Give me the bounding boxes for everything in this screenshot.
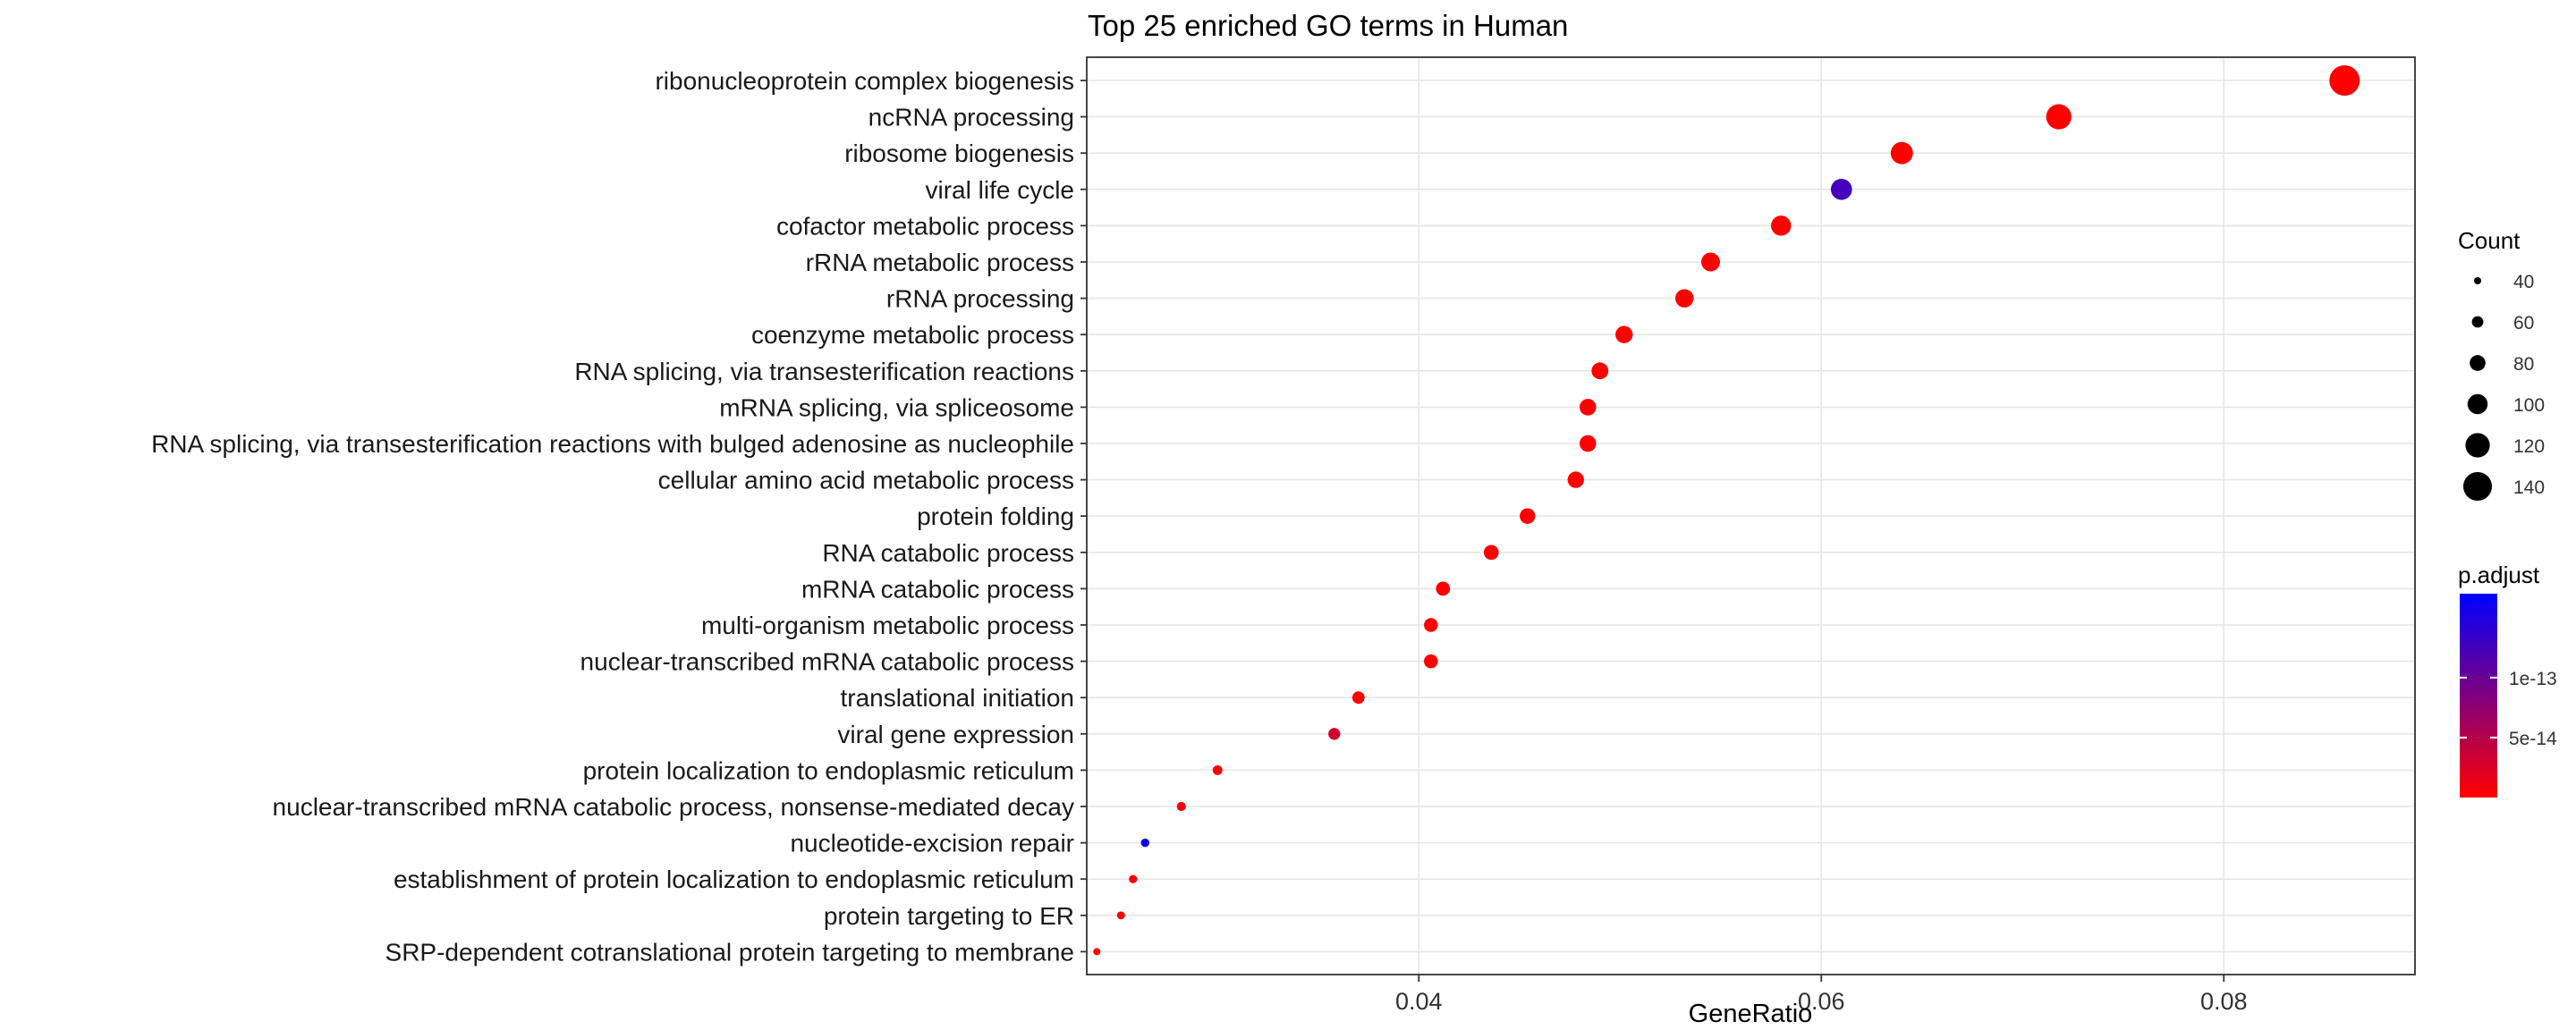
y-axis-labels: ribonucleoprotein complex biogenesis ncRN… [151, 67, 1087, 966]
x-tick-label: 0.06 [1798, 988, 1845, 1015]
dot-layer [1093, 65, 2360, 956]
data-point [1212, 764, 1223, 775]
x-axis-ticks: 0.04 0.06 0.08 [1395, 975, 2248, 1015]
y-tick-label: mRNA splicing, via spliceosome [719, 393, 1074, 421]
y-tick-label: mRNA catabolic process [801, 575, 1074, 603]
x-axis-title: GeneRatio [1689, 1000, 1813, 1028]
y-tick-label: cellular amino acid metabolic process [658, 467, 1074, 494]
y-tick-label: cofactor metabolic process [776, 212, 1074, 240]
y-tick-label: nuclear-transcribed mRNA catabolic proce… [580, 648, 1074, 676]
x-tick-label: 0.04 [1395, 988, 1443, 1015]
y-tick-label: nucleotide-excision repair [790, 830, 1074, 857]
y-tick-label: protein folding [917, 502, 1074, 530]
data-point [1352, 691, 1365, 705]
p-adjust-colorbar [2460, 594, 2497, 798]
count-legend-label: 60 [2513, 313, 2534, 333]
data-point [1176, 801, 1186, 812]
count-legend-key [2471, 316, 2484, 328]
data-point [1615, 325, 1633, 343]
y-tick-label: establishment of protein localization to… [394, 865, 1074, 893]
data-point [1771, 215, 1792, 236]
y-tick-label: ribosome biogenesis [844, 139, 1074, 167]
data-point [1424, 654, 1438, 669]
count-legend-label: 140 [2513, 477, 2545, 498]
y-tick-label: ribonucleoprotein complex biogenesis [655, 67, 1074, 95]
data-point [1129, 874, 1138, 883]
data-point [1674, 289, 1694, 308]
count-legend: Count 40 60 80 100 120 140 [2458, 227, 2545, 502]
y-tick-label: RNA splicing, via transesterification re… [574, 358, 1074, 385]
p-adjust-legend: p.adjust 5e-14 1e-13 [2458, 561, 2557, 798]
data-point [1140, 838, 1149, 848]
data-point [2046, 104, 2072, 130]
y-tick-label: protein localization to endoplasmic reti… [583, 756, 1074, 784]
y-tick-label: rRNA metabolic process [806, 249, 1074, 276]
count-legend-label: 40 [2513, 272, 2534, 292]
p-adjust-legend-title: p.adjust [2458, 561, 2540, 588]
data-point [1424, 618, 1438, 632]
data-point [2329, 65, 2360, 96]
y-tick-label: ncRNA processing [869, 104, 1074, 131]
count-legend-key [2462, 471, 2493, 502]
y-tick-label: multi-organism metabolic process [701, 612, 1074, 639]
data-point [1520, 508, 1536, 524]
count-legend-label: 120 [2513, 436, 2545, 457]
count-legend-label: 100 [2513, 395, 2545, 416]
y-tick-label: RNA splicing, via transesterification re… [151, 430, 1074, 458]
p-adjust-legend-label: 5e-14 [2509, 729, 2557, 749]
data-point [1328, 728, 1341, 740]
count-legend-key [2467, 393, 2488, 415]
y-tick-label: nuclear-transcribed mRNA catabolic proce… [273, 793, 1074, 821]
y-tick-label: translational initiation [841, 684, 1075, 712]
count-legend-key [2474, 277, 2481, 284]
chart-title: Top 25 enriched GO terms in Human [1088, 9, 1568, 42]
y-tick-label: RNA catabolic process [822, 539, 1074, 567]
data-point [1567, 471, 1584, 488]
grid-layer [1087, 57, 2415, 975]
data-point [1436, 581, 1451, 596]
y-tick-label: viral life cycle [926, 176, 1074, 204]
x-tick-label: 0.08 [2200, 988, 2248, 1015]
data-point [1579, 399, 1597, 416]
y-tick-label: rRNA processing [886, 285, 1074, 313]
count-legend-title: Count [2458, 227, 2521, 254]
data-point [1579, 435, 1597, 452]
p-adjust-legend-label: 1e-13 [2509, 669, 2557, 689]
data-point [1116, 911, 1125, 920]
y-tick-label: protein targeting to ER [824, 902, 1074, 930]
data-point [1890, 141, 1913, 165]
count-legend-key [2465, 433, 2490, 458]
count-legend-key [2470, 355, 2486, 371]
data-point [1701, 252, 1720, 272]
data-point [1591, 362, 1609, 380]
data-point [1093, 948, 1101, 956]
data-point [1830, 178, 1852, 200]
y-tick-label: SRP-dependent cotranslational protein ta… [386, 938, 1074, 966]
y-tick-label: viral gene expression [837, 721, 1074, 748]
y-tick-label: coenzyme metabolic process [751, 321, 1074, 349]
data-point [1483, 545, 1499, 561]
count-legend-label: 80 [2513, 354, 2534, 375]
